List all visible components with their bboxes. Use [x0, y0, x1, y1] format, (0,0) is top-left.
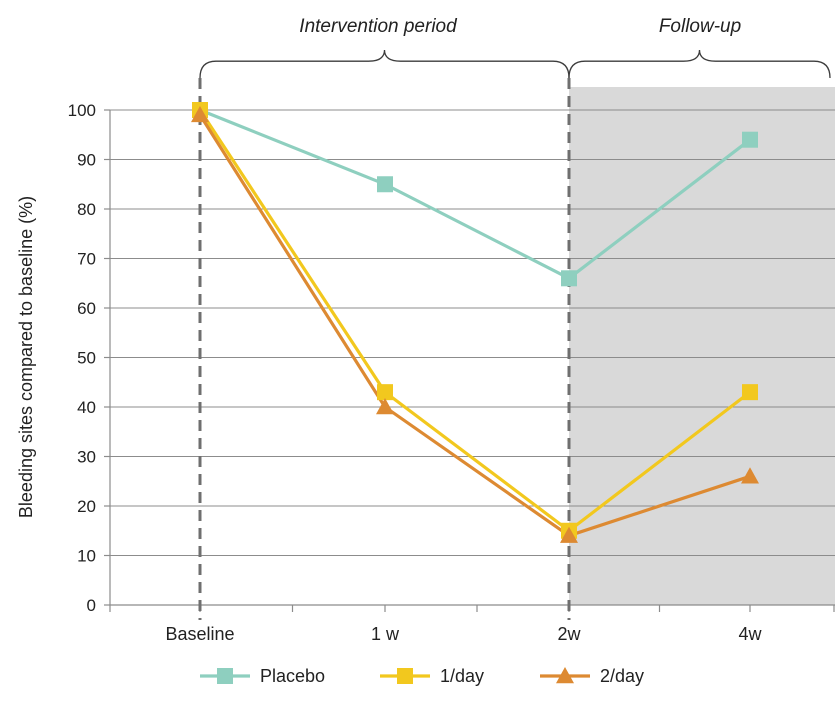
x-tick-label-3: 4w — [738, 624, 762, 644]
series-line-0 — [199, 108, 751, 280]
period-brace-0 — [199, 49, 570, 79]
series-line-1 — [198, 109, 751, 533]
legend-label-2: 2/day — [600, 666, 644, 686]
y-tick-label-40: 40 — [77, 398, 96, 417]
y-tick-label-80: 80 — [77, 200, 96, 219]
legend-marker-2 — [556, 667, 574, 684]
series-2-point-1 — [376, 398, 394, 415]
series-1-point-1 — [377, 384, 393, 401]
legend-label-0: Placebo — [260, 666, 325, 686]
y-tick-label-70: 70 — [77, 250, 96, 269]
series-2-point-0 — [191, 105, 209, 123]
series-0-point-3 — [742, 131, 758, 148]
series-2-point-2 — [560, 526, 578, 543]
y-tick-label-50: 50 — [77, 349, 96, 368]
y-tick-label-90: 90 — [77, 151, 96, 170]
period-label-0: Intervention period — [299, 16, 458, 37]
y-tick-label-20: 20 — [77, 497, 96, 516]
series-1-point-3 — [742, 384, 758, 401]
series-0-point-2 — [561, 270, 577, 287]
legend-label-1: 1/day — [440, 666, 484, 686]
y-tick-label-10: 10 — [77, 547, 96, 566]
series-line-2 — [198, 114, 751, 538]
x-tick-label-0: Baseline — [165, 624, 234, 644]
legend-marker-1 — [397, 668, 413, 684]
legend-marker-0 — [217, 668, 233, 684]
y-tick-label-30: 30 — [77, 448, 96, 467]
series-2-point-3 — [741, 467, 759, 484]
period-label-1: Follow-up — [659, 16, 741, 37]
x-tick-label-1: 1 w — [371, 624, 400, 644]
y-tick-label-60: 60 — [77, 299, 96, 318]
y-axis-title: Bleeding sites compared to baseline (%) — [16, 196, 36, 518]
series-0-point-1 — [377, 176, 393, 193]
y-tick-label-100: 100 — [68, 101, 96, 120]
period-brace-1 — [568, 49, 831, 79]
x-tick-label-2: 2w — [557, 624, 581, 644]
y-tick-label-0: 0 — [87, 596, 96, 615]
follow-up-shaded-region — [569, 87, 835, 605]
